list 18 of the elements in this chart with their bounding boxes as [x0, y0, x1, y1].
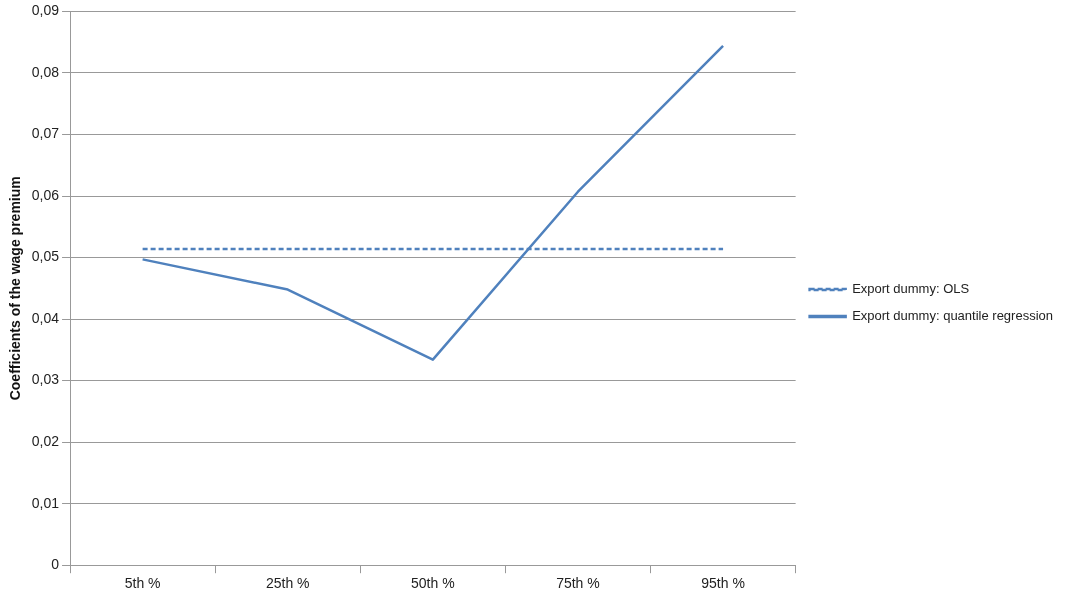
y-tick-label: 0,02: [31, 432, 60, 449]
y-tick-label: 0,03: [31, 371, 60, 388]
legend-label: Export dummy: OLS: [852, 281, 970, 297]
y-tick-label: 0,05: [31, 248, 60, 265]
y-tick-label: 0: [51, 556, 60, 573]
y-tick-label: 0,01: [31, 494, 60, 511]
y-axis-title: Coefficients of the wage premium: [7, 176, 24, 401]
x-tick-label: 5th %: [124, 575, 161, 592]
y-tick-label: 0,07: [31, 125, 60, 142]
x-tick-label: 75th %: [556, 575, 600, 592]
y-tick-label: 0,08: [31, 63, 60, 80]
y-tick-label: 0,09: [31, 2, 60, 19]
y-tick-label: 0,06: [31, 186, 60, 203]
x-tick-label: 25th %: [265, 575, 310, 592]
legend-label: Export dummy: quantile regression: [852, 308, 1053, 324]
y-tick-label: 0,04: [31, 309, 60, 326]
x-tick-label: 95th %: [701, 575, 745, 592]
x-tick-label: 50th %: [411, 575, 455, 592]
